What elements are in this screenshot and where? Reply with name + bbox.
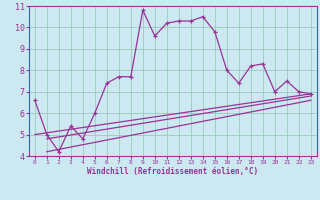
X-axis label: Windchill (Refroidissement éolien,°C): Windchill (Refroidissement éolien,°C) xyxy=(87,167,258,176)
